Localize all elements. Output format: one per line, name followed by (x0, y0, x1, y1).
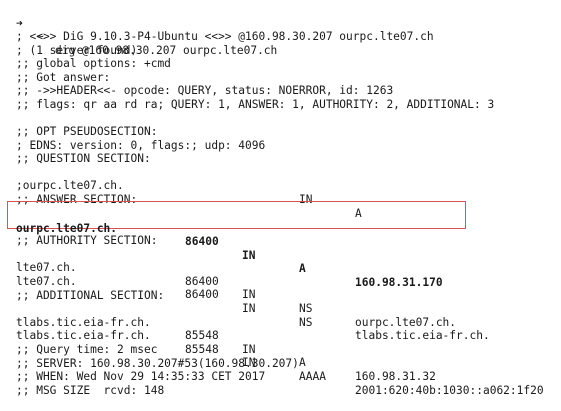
additional-record-class: IN (242, 356, 256, 370)
query-time: ;; Query time: 2 msec (16, 343, 158, 356)
additional-record-ttl: 85548 (185, 329, 219, 343)
answer-record-class: IN (242, 248, 256, 262)
global-options: ;; global options: +cmd (16, 57, 171, 71)
prompt-cwd: ~ (37, 30, 44, 44)
authority-section-title: ;; AUTHORITY SECTION: (16, 234, 158, 247)
authority-record-data: tlabs.tic.eia-fr.ch. (355, 329, 490, 343)
additional-record-type: A (299, 356, 306, 370)
answer-highlight-box (7, 201, 466, 229)
authority-record-type: NS (299, 301, 313, 315)
answer-record-type: A (299, 262, 306, 276)
answer-record-name: ourpc.lte07.ch. (16, 221, 118, 235)
header-line: ;; ->>HEADER<<- opcode: QUERY, status: N… (16, 84, 394, 98)
authority-record-row: lte07.ch. 86400 IN NS tlabs.tic.eia-fr.c… (0, 261, 561, 342)
authority-record-type: NS (299, 315, 313, 329)
additional-section-title: ;; ADDITIONAL SECTION: (16, 288, 165, 302)
question-class: IN (299, 192, 313, 206)
prompt-line: ➜ ~ dig @160.98.30.207 ourpc.lte07.ch (0, 3, 277, 57)
msg-size-line: ;; MSG SIZE rcvd: 148 (16, 383, 165, 397)
additional-record-row: tlabs.tic.eia-fr.ch. 85548 IN A 160.98.3… (0, 302, 561, 383)
additional-record-name: tlabs.tic.eia-fr.ch. (16, 329, 151, 343)
answer-section-title: ;; ANSWER SECTION: (16, 193, 138, 206)
authority-record-class: IN (242, 301, 256, 315)
authority-record-row: lte07.ch. 86400 IN NS ourpc.lte07.ch. (0, 248, 561, 328)
additional-record-ttl: 85548 (185, 342, 219, 356)
authority-record-name: lte07.ch. (16, 274, 77, 288)
answer-record-data: 160.98.31.170 (355, 275, 443, 289)
authority-record-class: IN (242, 288, 256, 302)
authority-record-data: ourpc.lte07.ch. (355, 315, 457, 329)
prompt-command: dig @160.98.30.207 ourpc.lte07.ch (55, 43, 278, 57)
opt-section-title: ;; OPT PSEUDOSECTION: (16, 125, 158, 138)
additional-record-data: 160.98.31.32 (355, 370, 436, 384)
additional-record-class: IN (242, 342, 256, 356)
got-answer: ;; Got answer: (16, 70, 111, 84)
authority-record-ttl: 86400 (185, 274, 219, 288)
when-line: ;; WHEN: Wed Nov 29 14:35:33 CET 2017 (16, 370, 266, 384)
server-line: ;; SERVER: 160.98.30.207#53(160.98.30.20… (16, 356, 299, 370)
prompt-arrow-icon: ➜ (16, 16, 23, 30)
question-type: A (355, 206, 362, 220)
answer-record-row: ourpc.lte07.ch. 86400 IN A 160.98.31.170 (0, 208, 561, 289)
question-row: ;ourpc.lte07.ch. IN A (0, 166, 561, 219)
additional-record-row: tlabs.tic.eia-fr.ch. 85548 IN AAAA 2001:… (0, 316, 561, 396)
question-name: ;ourpc.lte07.ch. (16, 179, 124, 193)
dig-banner: ; <<>> DiG 9.10.3-P4-Ubuntu <<>> @160.98… (16, 30, 434, 43)
answer-record-ttl: 86400 (185, 235, 219, 249)
authority-record-ttl: 86400 (185, 288, 219, 302)
additional-record-name: tlabs.tic.eia-fr.ch. (16, 315, 151, 329)
authority-record-name: lte07.ch. (16, 261, 77, 275)
flags-line: ;; flags: qr aa rd ra; QUERY: 1, ANSWER:… (16, 98, 495, 111)
servers-found: ; (1 server found) (16, 43, 138, 57)
additional-record-data: 2001:620:40b:1030::a062:1f20 (355, 383, 544, 397)
edns-line: ; EDNS: version: 0, flags:; udp: 4096 (16, 138, 266, 152)
additional-record-type: AAAA (299, 370, 326, 384)
question-section-title: ;; QUESTION SECTION: (16, 152, 151, 166)
